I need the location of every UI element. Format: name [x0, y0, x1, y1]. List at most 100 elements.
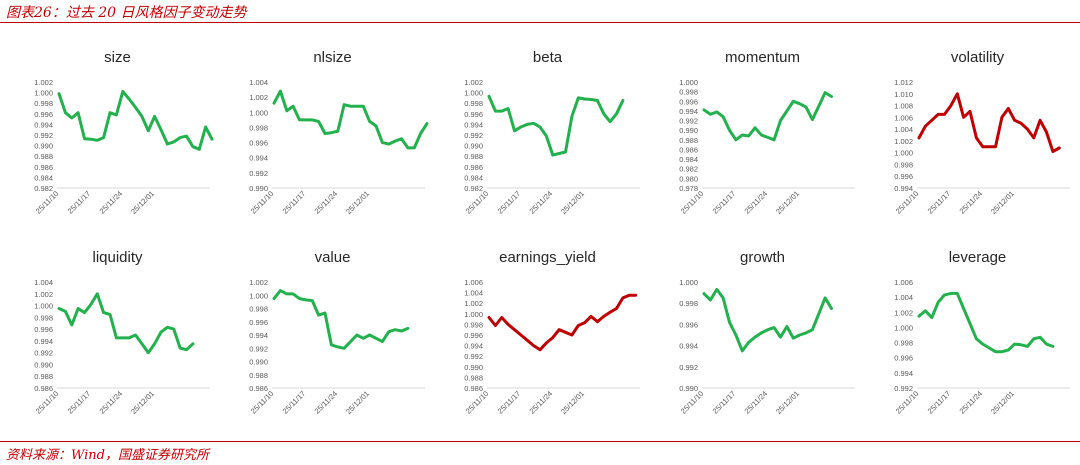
y-tick-label-leverage: 0.998: [894, 339, 913, 348]
y-tick-label-momentum: 0.988: [679, 136, 698, 145]
y-tick-label-beta: 0.998: [464, 99, 483, 108]
y-tick-label-momentum: 0.982: [679, 165, 698, 174]
series-line-earnings-yield: [487, 293, 638, 352]
x-tick-label-growth: 25/12/01: [774, 389, 801, 416]
y-tick-label-earnings-yield: 1.002: [464, 299, 483, 308]
x-tick-label-earnings-yield: 25/11/17: [496, 389, 523, 416]
y-tick-label-nlsize: 0.998: [249, 123, 268, 132]
y-tick-label-earnings-yield: 1.000: [464, 310, 483, 319]
chart-title-nlsize: nlsize: [313, 49, 351, 66]
chart-title-beta: beta: [533, 49, 563, 66]
y-tick-label-value: 0.986: [249, 384, 268, 393]
y-tick-label-liquidity: 0.990: [34, 360, 53, 369]
y-tick-label-beta: 0.992: [464, 131, 483, 140]
x-tick-label-momentum: 25/11/24: [743, 189, 770, 216]
y-tick-label-liquidity: 1.000: [34, 302, 53, 311]
y-tick-label-volatility: 0.998: [894, 160, 913, 169]
y-tick-label-value: 1.002: [249, 278, 268, 287]
x-tick-label-liquidity: 25/11/17: [66, 389, 93, 416]
y-tick-label-size: 0.994: [34, 120, 53, 129]
y-tick-label-growth: 0.994: [679, 342, 698, 351]
y-tick-label-beta: 0.988: [464, 152, 483, 161]
y-tick-label-leverage: 1.006: [894, 278, 913, 287]
y-tick-label-momentum: 0.980: [679, 174, 698, 183]
y-tick-label-growth: 1.000: [679, 278, 698, 287]
x-tick-label-earnings-yield: 25/11/10: [464, 389, 491, 416]
y-tick-label-beta: 0.986: [464, 163, 483, 172]
y-tick-label-size: 0.982: [34, 184, 53, 193]
x-tick-label-size: 25/11/17: [66, 189, 93, 216]
series-line-liquidity: [57, 292, 195, 355]
y-tick-label-momentum: 0.996: [679, 97, 698, 106]
x-tick-label-volatility: 25/12/01: [989, 189, 1016, 216]
series-line-nlsize: [272, 89, 429, 150]
x-tick-label-value: 25/11/24: [313, 389, 340, 416]
y-tick-label-volatility: 0.994: [894, 184, 913, 193]
x-tick-label-leverage: 25/11/17: [926, 389, 953, 416]
y-tick-label-liquidity: 0.998: [34, 313, 53, 322]
series-line-value: [272, 289, 410, 350]
x-tick-label-size: 25/11/24: [98, 189, 125, 216]
x-tick-label-beta: 25/12/01: [559, 189, 586, 216]
x-tick-label-nlsize: 25/11/10: [249, 189, 276, 216]
x-tick-label-volatility: 25/11/17: [926, 189, 953, 216]
y-tick-label-earnings-yield: 0.994: [464, 342, 483, 351]
y-tick-label-earnings-yield: 0.988: [464, 373, 483, 382]
x-tick-label-growth: 25/11/24: [743, 389, 770, 416]
x-tick-label-beta: 25/11/17: [496, 189, 523, 216]
y-tick-label-size: 0.990: [34, 142, 53, 151]
y-tick-label-size: 1.002: [34, 78, 53, 87]
y-tick-label-size: 0.984: [34, 173, 53, 182]
y-tick-label-momentum: 0.990: [679, 126, 698, 135]
y-tick-label-leverage: 0.992: [894, 384, 913, 393]
y-tick-label-volatility: 1.000: [894, 149, 913, 158]
y-tick-label-nlsize: 1.000: [249, 108, 268, 117]
series-line-volatility: [917, 92, 1061, 153]
x-tick-label-value: 25/11/17: [281, 389, 308, 416]
y-tick-label-volatility: 0.996: [894, 172, 913, 181]
y-tick-label-momentum: 1.000: [679, 78, 698, 87]
y-tick-label-value: 0.990: [249, 358, 268, 367]
y-tick-label-size: 0.986: [34, 163, 53, 172]
y-tick-label-leverage: 1.002: [894, 308, 913, 317]
y-tick-label-beta: 0.990: [464, 142, 483, 151]
y-tick-label-leverage: 0.996: [894, 354, 913, 363]
y-tick-label-volatility: 1.008: [894, 102, 913, 111]
y-tick-label-volatility: 1.010: [894, 90, 913, 99]
y-tick-label-volatility: 1.002: [894, 137, 913, 146]
y-tick-label-momentum: 0.998: [679, 88, 698, 97]
y-tick-label-earnings-yield: 0.986: [464, 384, 483, 393]
top-divider: [0, 22, 1080, 23]
y-tick-label-beta: 0.982: [464, 184, 483, 193]
chart-title-value: value: [315, 249, 351, 266]
x-tick-label-beta: 25/11/24: [528, 189, 555, 216]
y-tick-label-earnings-yield: 1.006: [464, 278, 483, 287]
y-tick-label-nlsize: 1.004: [249, 78, 268, 87]
y-tick-label-value: 0.996: [249, 318, 268, 327]
y-tick-label-leverage: 1.000: [894, 323, 913, 332]
y-tick-label-momentum: 0.994: [679, 107, 698, 116]
chart-title-earnings-yield: earnings_yield: [499, 249, 596, 266]
series-line-momentum: [702, 91, 833, 142]
y-tick-label-beta: 1.000: [464, 89, 483, 98]
x-tick-label-volatility: 25/11/10: [894, 189, 921, 216]
x-tick-label-liquidity: 25/11/24: [98, 389, 125, 416]
figure-title: 图表26：过去 20 日风格因子变动走势: [6, 5, 247, 21]
figure-source: 资料来源：Wind，国盛证券研究所: [6, 448, 209, 463]
y-tick-label-beta: 1.002: [464, 78, 483, 87]
y-tick-label-growth: 0.996: [679, 320, 698, 329]
x-tick-label-momentum: 25/11/17: [711, 189, 738, 216]
y-tick-label-liquidity: 0.988: [34, 372, 53, 381]
x-tick-label-volatility: 25/11/24: [958, 189, 985, 216]
x-tick-label-size: 25/12/01: [129, 189, 156, 216]
x-tick-label-liquidity: 25/12/01: [129, 389, 156, 416]
y-tick-label-liquidity: 0.992: [34, 349, 53, 358]
y-tick-label-liquidity: 1.004: [34, 278, 53, 287]
y-tick-label-value: 0.988: [249, 371, 268, 380]
series-line-beta: [487, 94, 625, 157]
x-tick-label-earnings-yield: 25/12/01: [559, 389, 586, 416]
x-tick-label-leverage: 25/11/24: [958, 389, 985, 416]
chart-title-leverage: leverage: [949, 249, 1007, 266]
y-tick-label-liquidity: 0.996: [34, 325, 53, 334]
